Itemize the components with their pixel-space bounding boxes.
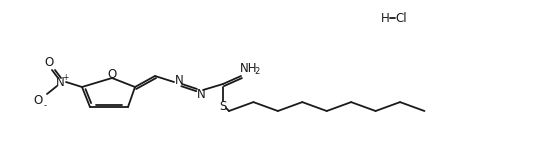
Text: -: - bbox=[43, 102, 47, 111]
Text: S: S bbox=[219, 100, 227, 114]
Text: H: H bbox=[381, 12, 389, 24]
Text: O: O bbox=[44, 57, 53, 69]
Text: O: O bbox=[33, 95, 43, 107]
Text: Cl: Cl bbox=[395, 12, 407, 24]
Text: +: + bbox=[62, 73, 68, 81]
Text: N: N bbox=[175, 74, 183, 86]
Text: N: N bbox=[197, 88, 205, 100]
Text: 2: 2 bbox=[255, 67, 260, 76]
Text: N: N bbox=[56, 76, 64, 88]
Text: NH: NH bbox=[240, 62, 258, 76]
Text: O: O bbox=[107, 69, 117, 81]
